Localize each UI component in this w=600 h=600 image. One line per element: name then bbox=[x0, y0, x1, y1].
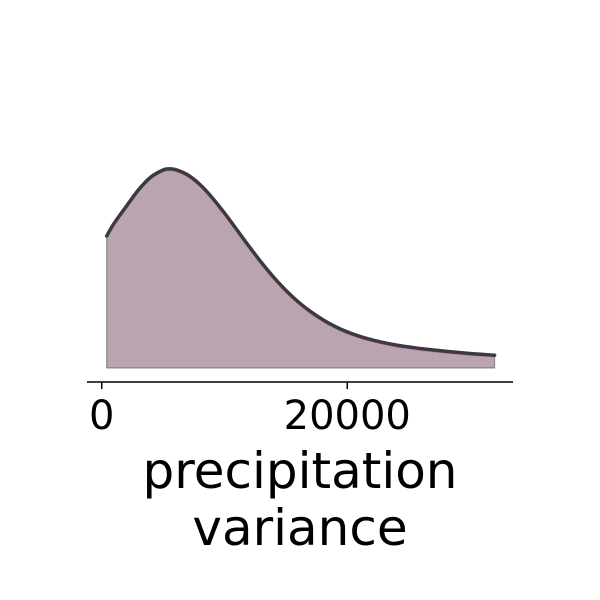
plot-area bbox=[104, 167, 497, 369]
x-tick-label: 0 bbox=[89, 393, 114, 439]
density-area bbox=[106, 168, 496, 369]
density-line bbox=[104, 167, 497, 357]
x-axis-label-line-1: precipitation bbox=[143, 442, 458, 500]
x-ticks: 0 20000 bbox=[89, 382, 411, 439]
x-axis-label-line-2: variance bbox=[192, 499, 407, 557]
x-tick-label: 20000 bbox=[284, 393, 411, 439]
